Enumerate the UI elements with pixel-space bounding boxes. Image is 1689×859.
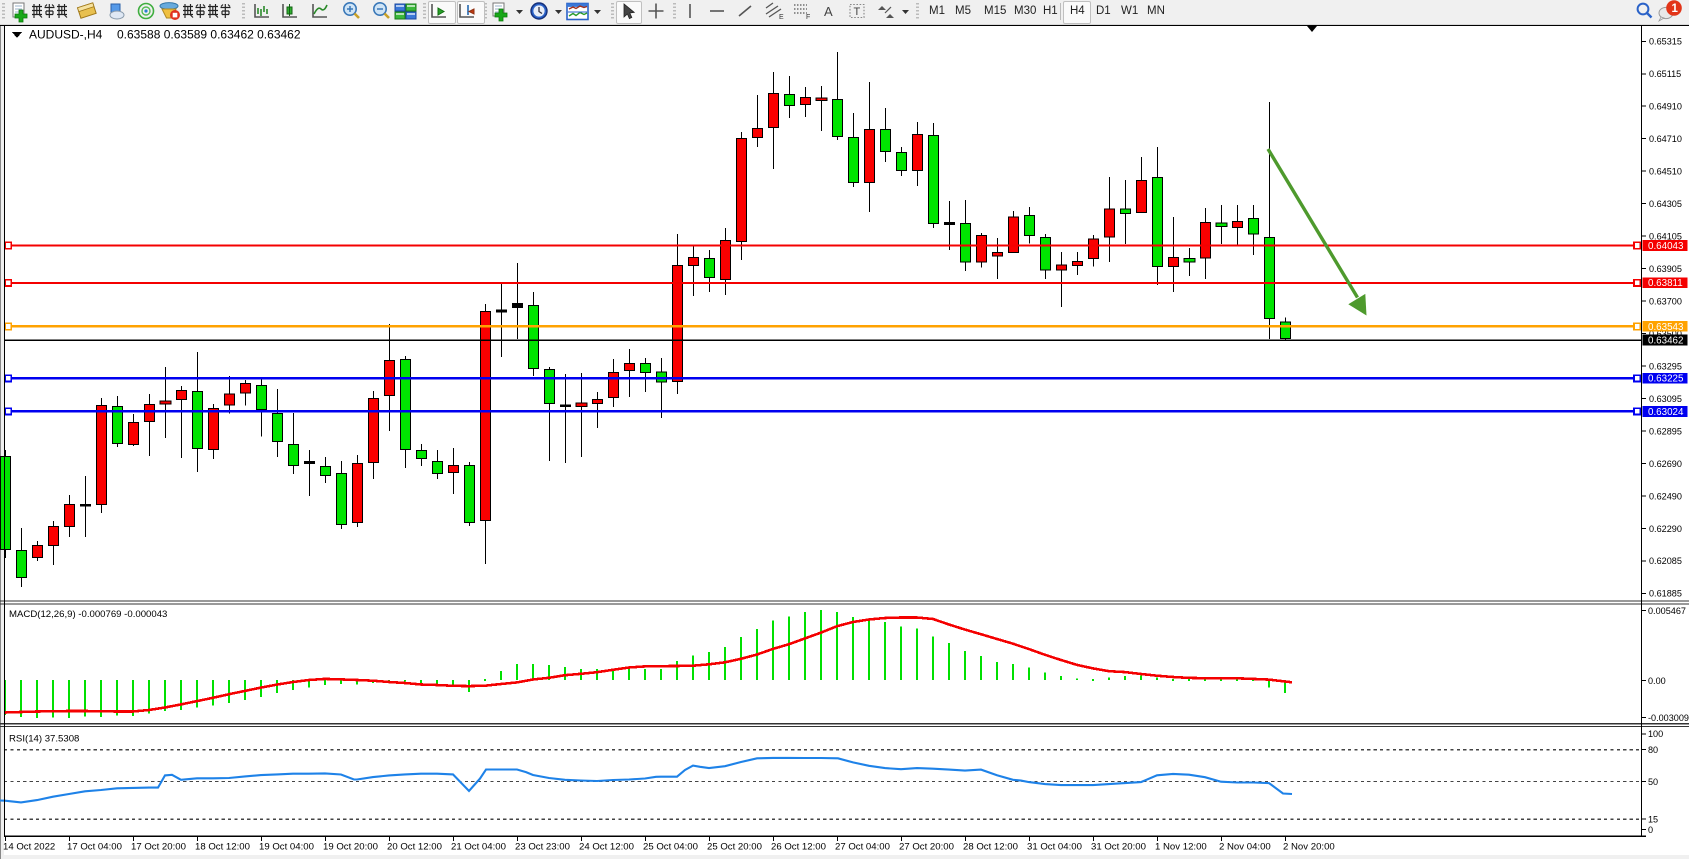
svg-text:31 Oct 20:00: 31 Oct 20:00 <box>1091 842 1146 853</box>
svg-text:1 Nov 12:00: 1 Nov 12:00 <box>1155 842 1207 853</box>
svg-text:14 Oct 2022: 14 Oct 2022 <box>3 842 55 853</box>
svg-text:T: T <box>854 6 861 18</box>
svg-text:18 Oct 12:00: 18 Oct 12:00 <box>195 842 250 853</box>
svg-text:0.63462: 0.63462 <box>1648 336 1683 347</box>
svg-text:27 Oct 20:00: 27 Oct 20:00 <box>899 842 954 853</box>
svg-text:RSI(14) 37.5308: RSI(14) 37.5308 <box>9 734 79 745</box>
svg-text:0.63225: 0.63225 <box>1648 374 1684 385</box>
svg-text:F: F <box>806 14 810 21</box>
svg-text:19 Oct 04:00: 19 Oct 04:00 <box>259 842 314 853</box>
svg-text:0.63500: 0.63500 <box>1649 329 1682 339</box>
svg-text:15: 15 <box>1648 815 1658 825</box>
svg-text:24 Oct 12:00: 24 Oct 12:00 <box>579 842 634 853</box>
svg-text:19 Oct 20:00: 19 Oct 20:00 <box>323 842 378 853</box>
svg-text:0.63700: 0.63700 <box>1649 296 1682 306</box>
svg-text:0.63588 0.63589 0.63462 0.6346: 0.63588 0.63589 0.63462 0.63462 <box>117 28 301 42</box>
svg-text:0.64105: 0.64105 <box>1649 232 1682 242</box>
svg-text:50: 50 <box>1648 777 1658 787</box>
svg-text:0.64510: 0.64510 <box>1649 167 1682 177</box>
svg-text:28 Oct 12:00: 28 Oct 12:00 <box>963 842 1018 853</box>
svg-text:2 Nov 20:00: 2 Nov 20:00 <box>1283 842 1335 853</box>
svg-text:26 Oct 12:00: 26 Oct 12:00 <box>771 842 826 853</box>
svg-text:0.62690: 0.62690 <box>1649 459 1682 469</box>
svg-text:0.005467: 0.005467 <box>1648 606 1686 616</box>
svg-text:-0.003009: -0.003009 <box>1648 713 1689 723</box>
svg-text:31 Oct 04:00: 31 Oct 04:00 <box>1027 842 1082 853</box>
svg-text:20 Oct 12:00: 20 Oct 12:00 <box>387 842 442 853</box>
svg-text:AUDUSD-,H4: AUDUSD-,H4 <box>29 28 103 42</box>
svg-text:0.64043: 0.64043 <box>1648 241 1684 252</box>
svg-text:0.62085: 0.62085 <box>1649 556 1682 566</box>
svg-text:A: A <box>824 4 833 19</box>
svg-text:0.62490: 0.62490 <box>1649 491 1682 501</box>
svg-text:25 Oct 20:00: 25 Oct 20:00 <box>707 842 762 853</box>
svg-text:17 Oct 20:00: 17 Oct 20:00 <box>131 842 186 853</box>
svg-text:100: 100 <box>1648 729 1663 739</box>
svg-text:0.62290: 0.62290 <box>1649 524 1682 534</box>
svg-text:0.00: 0.00 <box>1648 676 1666 686</box>
svg-text:0.63295: 0.63295 <box>1649 361 1682 371</box>
svg-text:2 Nov 04:00: 2 Nov 04:00 <box>1219 842 1271 853</box>
svg-text:0.64910: 0.64910 <box>1649 102 1682 112</box>
svg-text:0.63543: 0.63543 <box>1648 322 1684 333</box>
svg-text:0.61885: 0.61885 <box>1649 589 1682 599</box>
svg-text:0.64305: 0.64305 <box>1649 199 1682 209</box>
svg-text:0.65315: 0.65315 <box>1649 37 1682 47</box>
svg-text:0.63905: 0.63905 <box>1649 264 1682 274</box>
svg-text:1: 1 <box>1672 3 1679 15</box>
svg-text:23 Oct 23:00: 23 Oct 23:00 <box>515 842 570 853</box>
svg-text:0.63095: 0.63095 <box>1649 394 1682 404</box>
svg-text:0.62895: 0.62895 <box>1649 426 1682 436</box>
svg-text:80: 80 <box>1648 745 1658 755</box>
svg-text:25 Oct 04:00: 25 Oct 04:00 <box>643 842 698 853</box>
svg-text:21 Oct 04:00: 21 Oct 04:00 <box>451 842 506 853</box>
svg-text:0: 0 <box>1648 825 1653 835</box>
svg-text:MACD(12,26,9) -0.000769 -0.000: MACD(12,26,9) -0.000769 -0.000043 <box>9 609 167 620</box>
svg-text:0.64710: 0.64710 <box>1649 134 1682 144</box>
svg-text:0.63811: 0.63811 <box>1648 278 1683 289</box>
svg-text:17 Oct 04:00: 17 Oct 04:00 <box>67 842 122 853</box>
svg-text:E: E <box>779 14 784 21</box>
svg-text:0.65115: 0.65115 <box>1649 69 1681 79</box>
svg-text:27 Oct 04:00: 27 Oct 04:00 <box>835 842 890 853</box>
svg-text:0.63024: 0.63024 <box>1648 407 1684 418</box>
